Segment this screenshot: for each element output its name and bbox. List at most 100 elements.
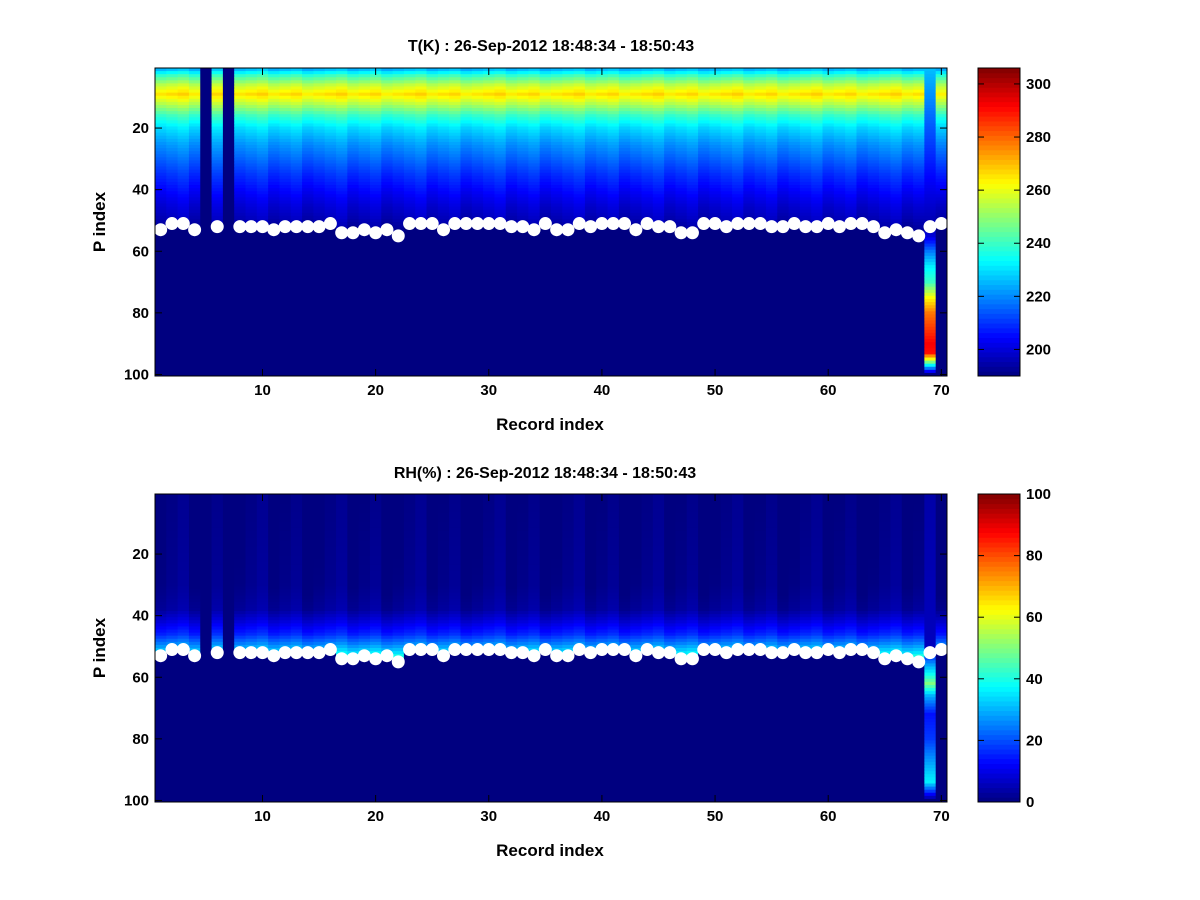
temperature-marker (708, 217, 722, 231)
temperature-heatmap-cell (788, 135, 801, 140)
temperature-heatmap-cell (822, 92, 835, 97)
temperature-heatmap-cell (890, 111, 903, 115)
temperature-heatmap-cell (449, 197, 461, 201)
temperature-heatmap-cell (347, 95, 360, 100)
temperature-heatmap-cell (811, 206, 823, 211)
temperature-heatmap-cell (426, 181, 439, 186)
temperature-heatmap-cell (709, 172, 722, 177)
temperature-heatmap-cell (245, 98, 258, 103)
temperature-heatmap-cell (517, 86, 529, 90)
humidity-heatmap-cell (460, 635, 473, 640)
temperature-heatmap-cell (268, 166, 280, 171)
temperature-heatmap-cell (641, 160, 654, 164)
temperature-heatmap-cell (336, 157, 348, 161)
temperature-heatmap-cell (924, 252, 937, 257)
temperature-heatmap-cell (279, 129, 292, 134)
humidity-heatmap-cell (324, 537, 337, 547)
temperature-heatmap-cell (268, 154, 280, 158)
temperature-heatmap-cell (528, 163, 541, 167)
humidity-heatmap-cell (358, 530, 371, 541)
temperature-heatmap-cell (743, 92, 756, 97)
temperature-heatmap-cell (924, 74, 937, 78)
temperature-heatmap-cell (302, 200, 314, 204)
temperature-heatmap-cell (211, 126, 224, 130)
temperature-heatmap-cell (935, 181, 947, 186)
temperature-heatmap-cell (437, 126, 450, 130)
temperature-heatmap-column (211, 68, 224, 376)
temperature-heatmap-cell (924, 157, 937, 161)
temperature-heatmap-cell (313, 169, 326, 174)
temperature-heatmap-cell (177, 203, 190, 207)
temperature-heatmap-cell (517, 108, 529, 112)
humidity-heatmap-cell (494, 537, 507, 547)
temperature-x-axis-label: Record index (496, 415, 604, 434)
temperature-heatmap-cell (856, 197, 869, 201)
temperature-heatmap-cell (607, 138, 620, 143)
temperature-heatmap-cell (584, 203, 597, 207)
temperature-heatmap-cell (415, 212, 427, 217)
temperature-heatmap-cell (279, 212, 292, 217)
temperature-heatmap-cell (245, 123, 258, 127)
temperature-heatmap-cell (528, 68, 541, 72)
temperature-heatmap-cell (686, 215, 699, 220)
temperature-heatmap-cell (279, 132, 292, 137)
temperature-heatmap-cell (188, 120, 201, 124)
temperature-heatmap-cell (155, 83, 167, 87)
humidity-heatmap-cell (369, 611, 382, 615)
temperature-heatmap-cell (890, 141, 903, 146)
temperature-heatmap-cell (698, 138, 710, 143)
temperature-heatmap-cell (505, 120, 518, 124)
humidity-heatmap-cell (426, 611, 439, 615)
temperature-heatmap-cell (901, 148, 914, 152)
humidity-heatmap-cell (426, 494, 439, 590)
temperature-heatmap-cell (924, 206, 937, 211)
temperature-heatmap-cell (177, 77, 190, 81)
temperature-heatmap-cell (935, 101, 947, 106)
temperature-heatmap-cell (268, 209, 280, 214)
temperature-heatmap-cell (381, 86, 393, 90)
temperature-heatmap-cell (403, 166, 416, 171)
temperature-heatmap-cell (313, 114, 326, 118)
temperature-heatmap-cell (799, 80, 812, 84)
temperature-heatmap-cell (426, 71, 439, 75)
humidity-heatmap-cell (256, 638, 269, 643)
temperature-heatmap-cell (358, 74, 371, 78)
temperature-heatmap-cell (675, 135, 688, 140)
temperature-heatmap-cell (336, 89, 348, 94)
temperature-heatmap-cell (924, 209, 937, 214)
temperature-heatmap-cell (845, 212, 857, 217)
humidity-heatmap-cell (381, 494, 393, 597)
temperature-heatmap-cell (517, 215, 529, 220)
temperature-heatmap-cell (188, 169, 201, 174)
temperature-heatmap-cell (890, 89, 903, 94)
temperature-heatmap-cell (369, 234, 382, 376)
temperature-heatmap-cell (788, 151, 801, 155)
temperature-heatmap-cell (471, 129, 484, 134)
humidity-heatmap-cell (562, 607, 575, 612)
temperature-heatmap-cell (799, 132, 812, 137)
humidity-heatmap-cell (324, 614, 337, 618)
temperature-heatmap-cell (403, 117, 416, 121)
temperature-heatmap-cell (924, 163, 937, 167)
temperature-heatmap-cell (924, 111, 937, 115)
temperature-colorbar-band (978, 222, 1020, 228)
temperature-heatmap-cell (392, 191, 405, 195)
humidity-heatmap-cell (381, 626, 393, 630)
temperature-heatmap-cell (426, 108, 439, 112)
humidity-heatmap-cell (551, 558, 563, 569)
humidity-heatmap-column (166, 494, 179, 802)
humidity-heatmap-cell (256, 626, 269, 630)
temperature-heatmap-cell (799, 126, 812, 130)
humidity-heatmap-cell (279, 530, 292, 541)
temperature-heatmap-cell (720, 206, 733, 211)
temperature-heatmap-cell (765, 181, 778, 186)
temperature-heatmap-cell (505, 157, 518, 161)
humidity-heatmap-cell (551, 620, 563, 624)
temperature-colorbar-band (978, 236, 1020, 242)
temperature-heatmap-cell (788, 108, 801, 112)
temperature-heatmap-cell (460, 120, 473, 124)
temperature-heatmap-cell (754, 80, 767, 84)
temperature-heatmap-cell (584, 74, 597, 78)
temperature-heatmap-cell (551, 74, 563, 78)
temperature-heatmap-cell (879, 89, 891, 94)
